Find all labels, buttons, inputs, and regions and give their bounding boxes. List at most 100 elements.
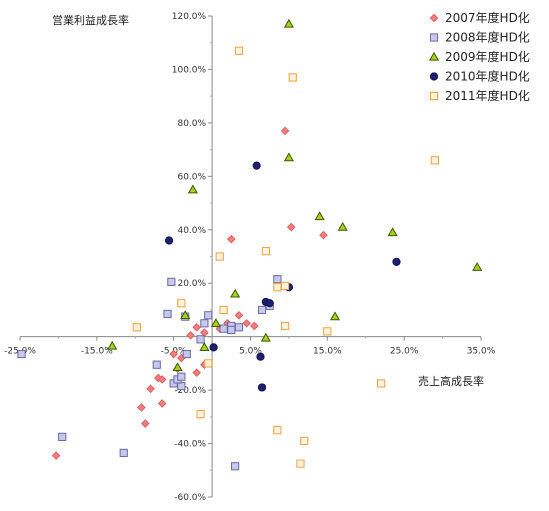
legend-item: 2009年度HD化 (428, 49, 530, 64)
legend-marker (429, 33, 439, 42)
data-point (192, 368, 202, 378)
y-tick-label: -60.0% (174, 493, 206, 503)
y-tick-label: 40.0% (177, 226, 206, 236)
data-point (283, 152, 294, 162)
data-point (261, 247, 270, 256)
data-point (252, 161, 261, 170)
data-point (234, 46, 244, 55)
data-point (58, 432, 67, 441)
data-point (296, 459, 305, 468)
legend-item: 2011年度HD化 (429, 88, 530, 103)
legend-item: 2008年度HD化 (429, 30, 530, 45)
data-point (250, 321, 259, 331)
data-point (107, 340, 118, 350)
axes (19, 15, 482, 498)
data-point (51, 451, 61, 460)
data-point (186, 331, 195, 340)
data-point (192, 323, 202, 332)
data-point (140, 419, 150, 428)
data-point (169, 349, 178, 359)
data-point (329, 311, 341, 321)
data-point (286, 222, 296, 232)
data-point (204, 311, 213, 320)
data-point (230, 288, 241, 298)
legend-item: 2007年度HD化 (429, 10, 530, 25)
data-point (314, 211, 325, 221)
data-point (200, 328, 209, 337)
data-point (177, 372, 186, 381)
legend-marker (428, 51, 440, 61)
data-point (177, 382, 186, 391)
y-tick-label: -20.0% (174, 386, 206, 396)
data-point (265, 299, 274, 308)
x-tick-label: -15.0% (81, 347, 113, 357)
data-point (215, 252, 224, 261)
series-2 (17, 275, 282, 471)
x-tick-label: 35.0% (467, 347, 496, 357)
data-point (273, 426, 282, 435)
data-point (273, 283, 282, 292)
data-point (234, 323, 244, 332)
data-point (196, 410, 205, 419)
data-point (210, 318, 221, 327)
data-point (256, 352, 265, 361)
data-point (257, 383, 267, 392)
data-point (280, 281, 290, 290)
data-point (199, 342, 210, 352)
data-point (180, 310, 191, 319)
data-point (219, 305, 228, 315)
data-point (280, 126, 290, 136)
data-points (17, 18, 483, 471)
x-axis-title: 売上高成長率 (418, 374, 484, 388)
data-point (377, 379, 386, 388)
data-point (132, 323, 141, 332)
data-point (430, 156, 439, 165)
legend-label: 2010年度HD化 (445, 69, 530, 84)
y-tick-label: 60.0% (177, 172, 206, 182)
y-tick-label: 120.0% (172, 12, 207, 22)
data-point (273, 275, 282, 284)
data-point (17, 349, 26, 359)
legend-label: 2009年度HD化 (445, 49, 530, 64)
y-tick-label: 100.0% (172, 65, 207, 75)
legend: 2007年度HD化 2008年度HD化 2009年度HD化 2010年度HD化 2011… (428, 10, 530, 103)
data-point (146, 384, 155, 394)
data-point (319, 230, 328, 240)
data-point (234, 310, 244, 320)
series-4 (164, 161, 401, 392)
data-point (187, 184, 198, 194)
legend-label: 2007年度HD化 (445, 10, 530, 25)
data-point (472, 261, 483, 271)
data-point (152, 360, 161, 369)
legend-label: 2008年度HD化 (445, 30, 530, 45)
legend-marker (429, 13, 439, 23)
data-point (280, 321, 290, 331)
data-point (288, 73, 297, 82)
legend-marker (429, 91, 439, 101)
series-5 (132, 46, 439, 468)
data-point (204, 359, 213, 368)
data-point (219, 324, 228, 333)
legend-marker (429, 72, 439, 81)
legend-label: 2011年度HD化 (445, 88, 530, 103)
data-point (196, 335, 205, 344)
data-point (177, 299, 186, 308)
tick-labels: 120.0% 100.0% 80.0% 60.0% 40.0% 20.0% -20.0% -4… (4, 12, 496, 503)
x-tick-label: 25.0% (390, 347, 419, 357)
x-tick-label: 15.0% (313, 347, 342, 357)
data-point (200, 319, 209, 328)
legend-item: 2010年度HD化 (429, 69, 530, 84)
data-point (119, 448, 128, 458)
data-point (260, 332, 271, 342)
data-point (209, 343, 218, 352)
data-point (257, 305, 267, 315)
y-tick-label: 20.0% (177, 279, 206, 289)
data-point (157, 399, 167, 408)
y-tick-label: 80.0% (177, 119, 206, 129)
data-point (323, 327, 332, 336)
data-point (172, 362, 183, 372)
data-point (167, 277, 176, 286)
data-point (392, 257, 401, 266)
data-point (157, 375, 167, 384)
